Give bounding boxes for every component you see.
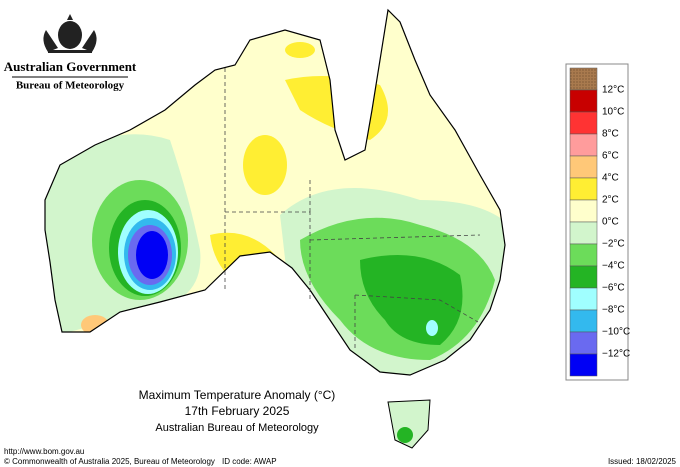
state-borders xyxy=(224,68,481,350)
legend-label: 0°C xyxy=(602,217,619,228)
legend-label: 10°C xyxy=(602,107,624,118)
map-title: Maximum Temperature Anomaly (°C) xyxy=(139,388,336,402)
legend: 12°C 10°C 8°C 6°C 4°C 2°C 0°C −2°C −4°C −6°C −8°C −… xyxy=(569,67,630,377)
map-source: Australian Bureau of Meteorology xyxy=(155,422,319,434)
coat-of-arms xyxy=(43,14,97,53)
legend-swatch xyxy=(569,177,598,201)
legend-swatch xyxy=(569,221,598,245)
legend-swatch xyxy=(569,67,598,91)
legend-swatch xyxy=(569,287,598,311)
legend-swatch xyxy=(569,155,598,179)
footer-url: http://www.bom.gov.au xyxy=(4,447,84,456)
legend-label: 12°C xyxy=(602,85,624,96)
legend-swatch xyxy=(569,199,598,223)
legend-label: 2°C xyxy=(602,195,619,206)
footer-id: ID code: AWAP xyxy=(222,457,277,466)
legend-label: −6°C xyxy=(602,283,625,294)
legend-swatch xyxy=(569,89,598,113)
gov-name: Australian Government xyxy=(4,59,137,74)
footer-copyright: © Commonwealth of Australia 2025, Bureau… xyxy=(4,457,215,466)
legend-label: 4°C xyxy=(602,173,619,184)
legend-swatch xyxy=(569,111,598,135)
map-date: 17th February 2025 xyxy=(185,404,290,418)
legend-swatch xyxy=(569,243,598,267)
legend-label: −10°C xyxy=(602,327,630,338)
legend-label: −2°C xyxy=(602,239,625,250)
legend-label: −12°C xyxy=(602,349,630,360)
legend-swatch xyxy=(569,265,598,289)
agency-name: Bureau of Meteorology xyxy=(16,80,125,92)
legend-swatch xyxy=(569,309,598,333)
footer-issued: Issued: 18/02/2025 xyxy=(608,457,677,466)
legend-swatch xyxy=(569,353,598,377)
legend-swatch xyxy=(569,133,598,157)
tasmania-anomaly xyxy=(397,427,413,443)
legend-label: −8°C xyxy=(602,305,625,316)
legend-label: −4°C xyxy=(602,261,625,272)
legend-swatch xyxy=(569,331,598,355)
legend-label: 6°C xyxy=(602,151,619,162)
legend-label: 8°C xyxy=(602,129,619,140)
